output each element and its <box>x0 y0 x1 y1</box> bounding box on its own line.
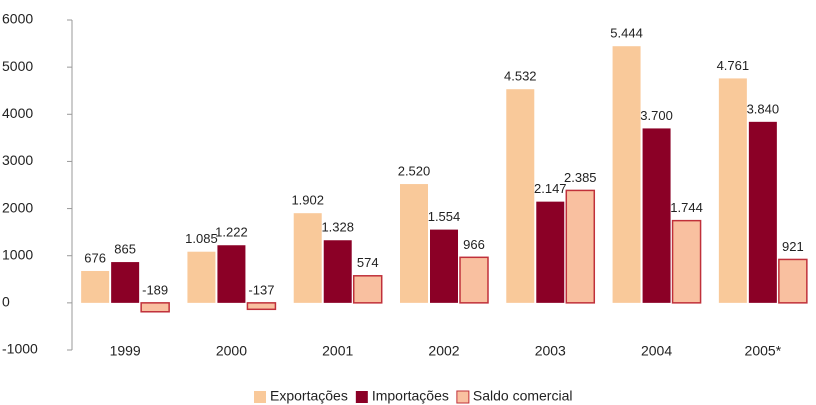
legend-label: Saldo comercial <box>473 388 573 404</box>
bar <box>459 256 489 304</box>
bar <box>246 302 277 311</box>
value-label: 676 <box>84 250 106 265</box>
y-tick-label: -1000 <box>2 341 38 357</box>
legend-label: Exportações <box>270 388 348 404</box>
legend-label: Importações <box>372 388 449 404</box>
y-tick-label: 0 <box>2 294 10 310</box>
bar <box>506 89 535 303</box>
x-tick-label: 2004 <box>641 343 672 359</box>
x-tick-label: 2005* <box>745 343 782 359</box>
value-label: 3.840 <box>747 101 780 116</box>
value-label: 574 <box>357 255 379 270</box>
value-label: 966 <box>463 237 485 252</box>
value-label: 2.147 <box>534 181 567 196</box>
value-label: 3.700 <box>640 108 673 123</box>
bar <box>217 245 246 303</box>
bar <box>293 213 322 303</box>
value-label: 921 <box>782 239 804 254</box>
value-label: 2.385 <box>564 170 597 185</box>
value-label: 4.532 <box>504 69 537 84</box>
value-label: 1.902 <box>291 193 324 208</box>
bar <box>352 275 383 304</box>
bar <box>81 270 110 303</box>
bar <box>778 258 808 304</box>
y-tick-label: 4000 <box>2 105 33 121</box>
bar <box>671 219 702 304</box>
bar <box>187 251 216 303</box>
value-label: 865 <box>114 242 136 257</box>
value-label: 2.520 <box>398 163 431 178</box>
bar <box>565 189 596 304</box>
value-label: 1.222 <box>215 225 248 240</box>
y-tick-label: 5000 <box>2 58 33 74</box>
y-tick-label: 6000 <box>2 11 33 27</box>
value-label: 1.085 <box>185 231 218 246</box>
bar <box>430 229 458 303</box>
value-label: 1.328 <box>321 220 354 235</box>
value-label: 1.744 <box>670 200 703 215</box>
bar <box>400 184 428 303</box>
bar <box>718 78 747 303</box>
bar <box>642 128 671 303</box>
x-tick-label: 2001 <box>322 343 353 359</box>
value-label: 4.761 <box>717 58 750 73</box>
bar <box>748 121 777 303</box>
x-tick-label: 2000 <box>216 343 247 359</box>
value-label: 1.554 <box>428 209 461 224</box>
value-label: -137 <box>248 282 274 297</box>
x-tick-label: 2003 <box>535 343 566 359</box>
y-tick-label: 3000 <box>2 152 33 168</box>
bar <box>323 240 352 303</box>
y-tick-label: 1000 <box>2 246 33 262</box>
bar <box>536 201 565 303</box>
y-tick-label: 2000 <box>2 199 33 215</box>
legend-swatch <box>456 390 470 404</box>
bar <box>111 262 140 303</box>
legend-swatch <box>254 391 266 403</box>
value-label: -189 <box>142 282 168 297</box>
bar <box>140 302 170 313</box>
x-tick-label: 1999 <box>110 343 141 359</box>
x-tick-label: 2002 <box>428 343 459 359</box>
bar <box>612 46 641 303</box>
legend-swatch <box>355 391 368 403</box>
value-label: 5.444 <box>610 26 643 41</box>
